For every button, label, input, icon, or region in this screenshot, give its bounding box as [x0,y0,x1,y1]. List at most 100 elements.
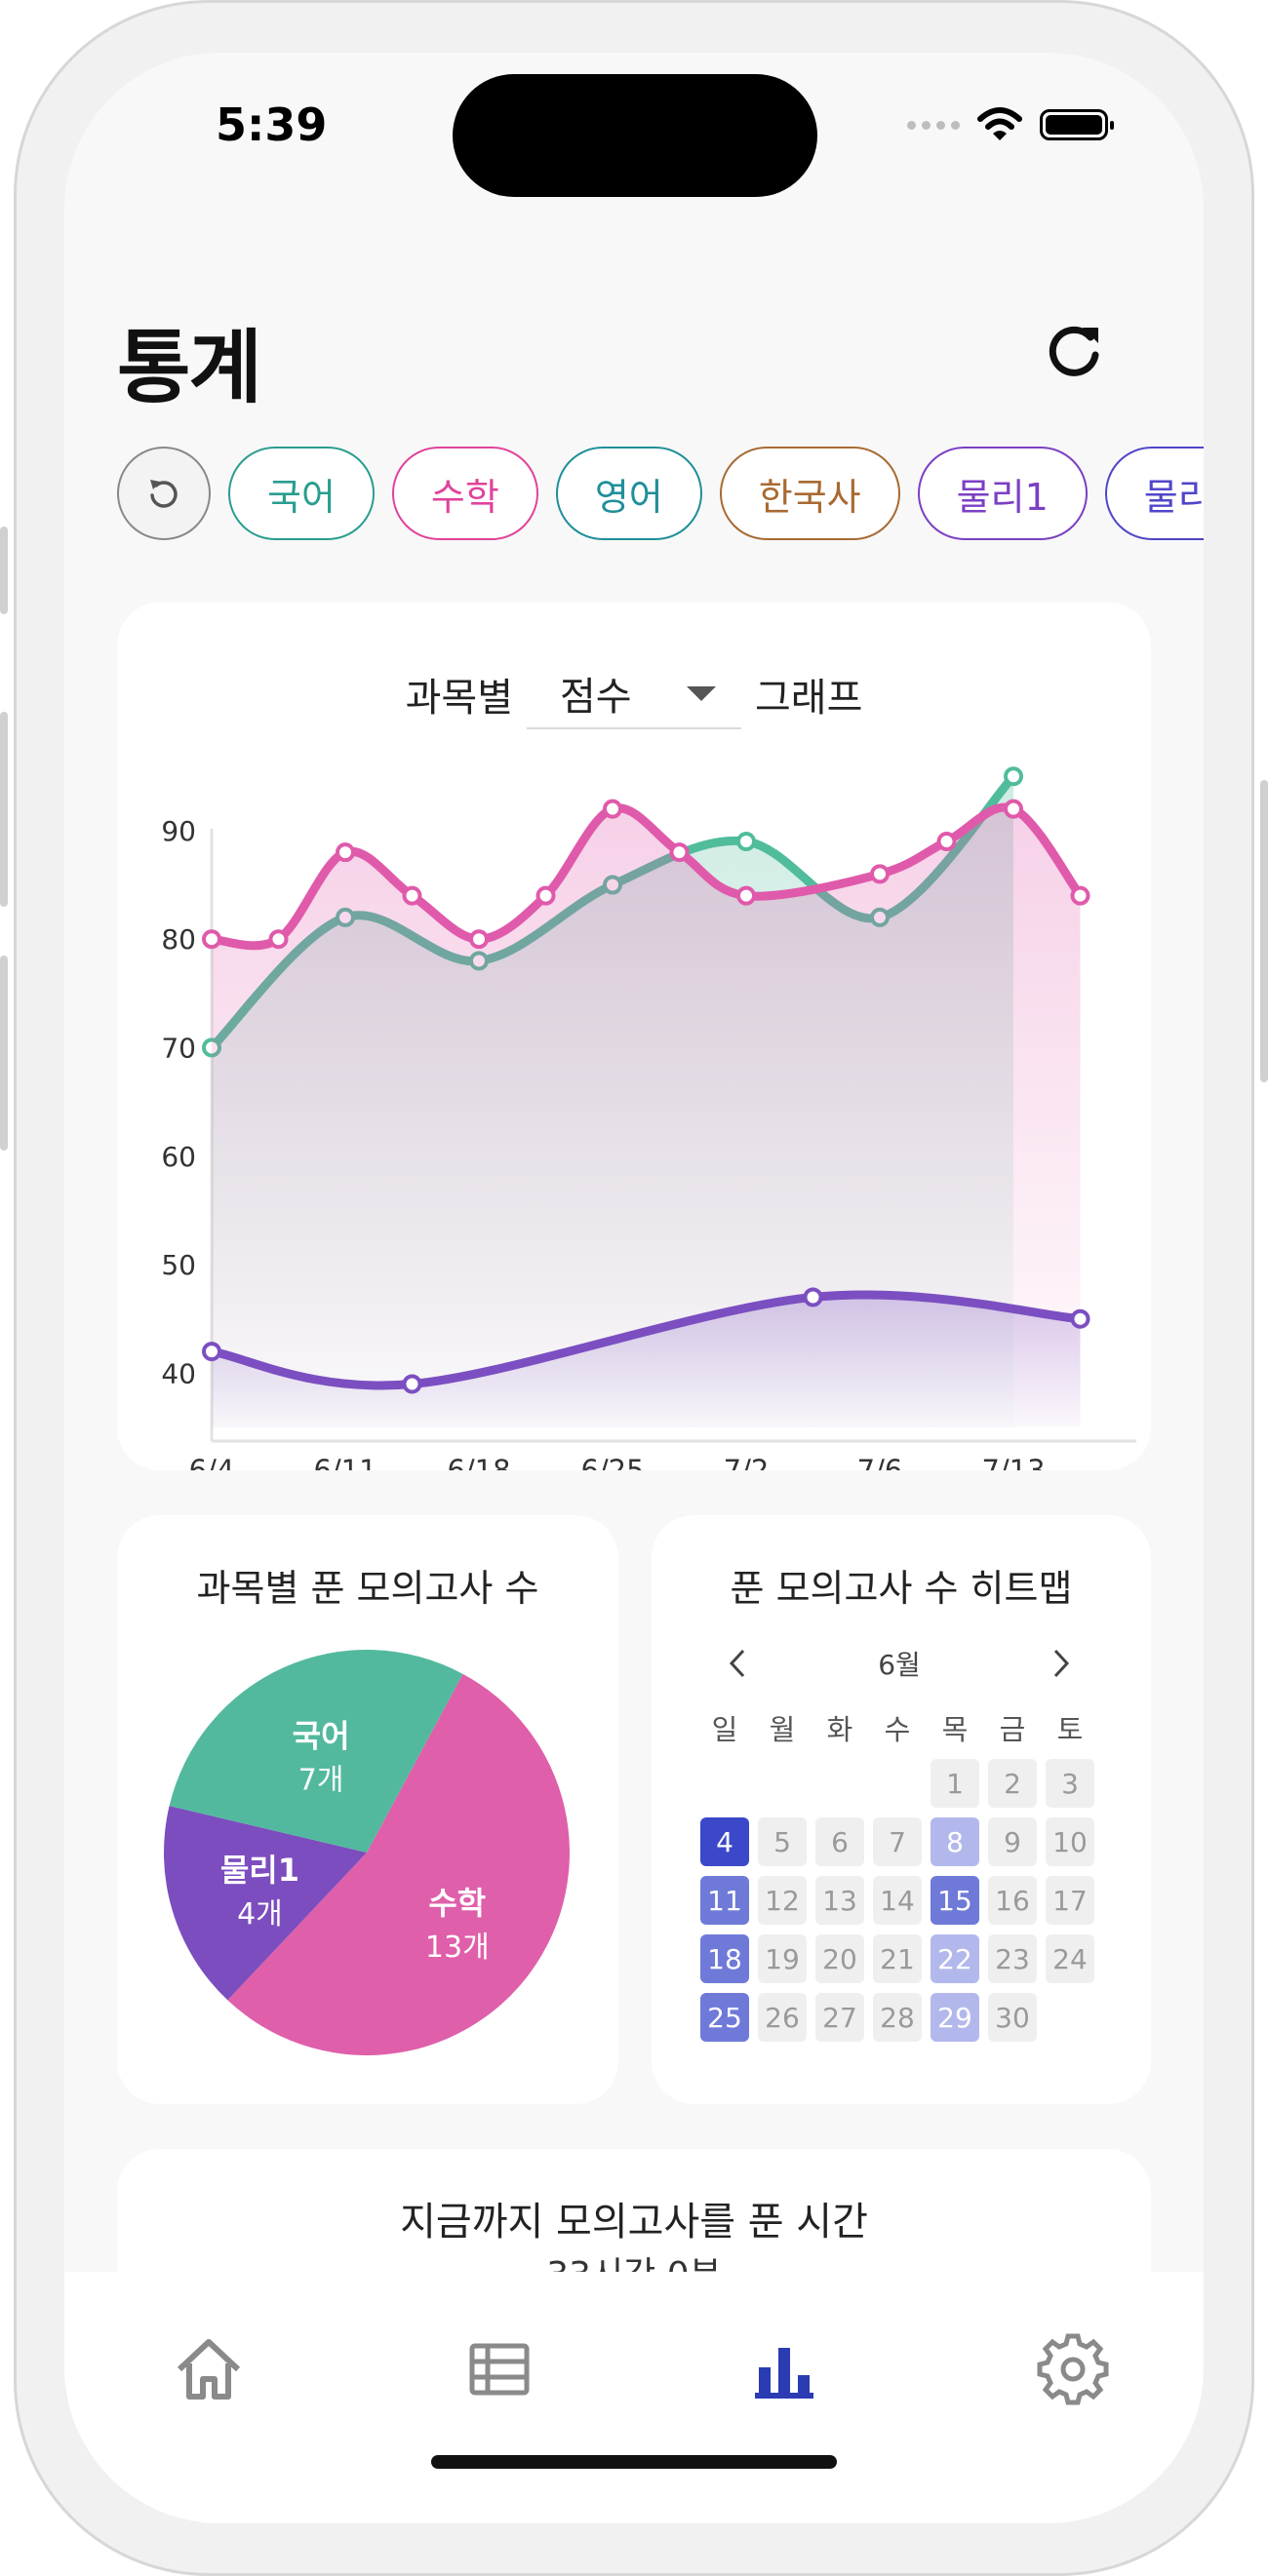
calendar-day[interactable]: 23 [988,1934,1037,1983]
y-tick-label: 70 [161,1032,196,1064]
calendar-day[interactable]: 25 [700,1993,749,2042]
series-area [212,806,1081,1427]
pie-slice [227,1673,570,2055]
calendar-day[interactable]: 19 [758,1934,807,1983]
data-point [1070,885,1090,906]
study-time-title: 지금까지 모의고사를 푼 시간 [400,2200,868,2244]
reset-filter-button[interactable] [117,447,211,540]
undo-icon [150,480,178,508]
data-point [736,832,756,852]
app-screen: 5:39 통계 국어 수학 영어 한국사 물리1 물리 과목별 [64,53,1204,2523]
chevron-left-icon[interactable] [724,1647,751,1680]
calendar-day[interactable]: 27 [815,1993,864,2042]
chart-icon[interactable] [745,2330,823,2408]
series-line [207,1290,1085,1390]
x-tick-label: 7/13 [981,1454,1045,1470]
gear-icon[interactable] [1034,2330,1112,2408]
pie-label: 물리1 [220,1852,299,1889]
pie-count: 7개 [298,1764,344,1798]
calendar-day[interactable]: 2 [988,1759,1037,1808]
data-point [870,864,890,884]
chip-physics1[interactable]: 물리1 [917,447,1088,540]
heatmap-calendar: 일 월 화 수 목 금 토 1 2 3 4 5 6 7 8 9 10 11 12 13 14 15 16 17 18 19 20 21… [700,1710,1094,2042]
data-point [1004,766,1023,787]
calendar-blank [700,1759,749,1808]
pie-label: 국어 [293,1718,350,1755]
battery-icon [1040,109,1114,140]
volume-up-button [0,712,8,907]
pie-slice [169,1650,463,1853]
data-point [603,799,622,819]
calendar-blank [758,1759,807,1808]
data-point [402,885,422,906]
volume-down-button [0,956,8,1151]
refresh-icon[interactable] [1040,316,1108,384]
calendar-day[interactable]: 22 [931,1934,979,1983]
pie-count: 4개 [237,1897,283,1932]
graph-type-select[interactable]: 점수 [527,659,741,729]
pie-title: 과목별 푼 모의고사 수 [196,1567,539,1610]
heatmap-title: 푼 모의고사 수 히트맵 [730,1567,1073,1610]
calendar-day[interactable]: 11 [700,1876,749,1925]
calendar-day[interactable]: 14 [873,1876,922,1925]
calendar-day[interactable]: 17 [1046,1876,1094,1925]
data-point [535,885,556,906]
home-indicator [431,2455,837,2469]
chevron-right-icon[interactable] [1048,1647,1075,1680]
chip-physics[interactable]: 물리 [1104,447,1204,540]
data-point [1070,1308,1090,1329]
calendar-blank [815,1759,864,1808]
x-tick-label: 6/4 [189,1454,235,1470]
chip-english[interactable]: 영어 [555,447,702,540]
weekday-label: 수 [884,1713,911,1746]
weekday-label: 토 [1056,1713,1084,1746]
calendar-day[interactable]: 26 [758,1993,807,2042]
data-point [202,929,221,950]
data-point [936,832,957,852]
calendar-day[interactable]: 24 [1046,1934,1094,1983]
calendar-day[interactable]: 16 [988,1876,1037,1925]
x-tick-label: 7/6 [857,1454,903,1470]
home-icon[interactable] [170,2330,248,2408]
chevron-down-icon [687,685,716,701]
calendar-day[interactable]: 30 [988,1993,1037,2042]
calendar-day[interactable]: 7 [873,1817,922,1866]
calendar-day[interactable]: 21 [873,1934,922,1983]
data-point [1004,799,1023,819]
subject-pie-chart: 수학 13개 물리1 4개 국어 7개 [163,1650,570,2055]
calendar-day[interactable]: 20 [815,1934,864,1983]
graph-type-value: 점수 [560,675,632,720]
calendar-day[interactable]: 4 [700,1817,749,1866]
calendar-day[interactable]: 12 [758,1876,807,1925]
calendar-day[interactable]: 28 [873,1993,922,2042]
calendar-day[interactable]: 29 [931,1993,979,2042]
calendar-day[interactable]: 6 [815,1817,864,1866]
y-tick-label: 40 [161,1357,196,1389]
calendar-blank [873,1759,922,1808]
chip-korean[interactable]: 국어 [228,447,375,540]
calendar-day[interactable]: 15 [931,1876,979,1925]
calendar-month: 6월 [878,1649,921,1681]
chip-math[interactable]: 수학 [391,447,538,540]
signal-icon [907,120,960,130]
calendar-day[interactable]: 18 [700,1934,749,1983]
list-icon[interactable] [460,2330,538,2408]
tab-bar [64,2272,1204,2523]
weekday-label: 금 [999,1713,1026,1746]
calendar-day[interactable]: 13 [815,1876,864,1925]
pie-label: 수학 [428,1885,486,1922]
calendar-day[interactable]: 5 [758,1817,807,1866]
weekday-label: 일 [711,1713,738,1746]
calendar-day[interactable]: 1 [931,1759,979,1808]
calendar-day[interactable]: 10 [1046,1817,1094,1866]
calendar-nav: 6월 [724,1644,1075,1683]
y-tick-label: 90 [161,815,196,847]
calendar-day[interactable]: 3 [1046,1759,1094,1808]
page-title: 통계 [117,322,262,414]
chip-korean-history[interactable]: 한국사 [719,447,900,540]
calendar-day[interactable]: 9 [988,1817,1037,1866]
data-point [336,842,355,863]
calendar-day[interactable]: 8 [931,1817,979,1866]
graph-header: 과목별 점수 그래프 [117,659,1151,729]
x-tick-label: 7/2 [724,1454,770,1470]
